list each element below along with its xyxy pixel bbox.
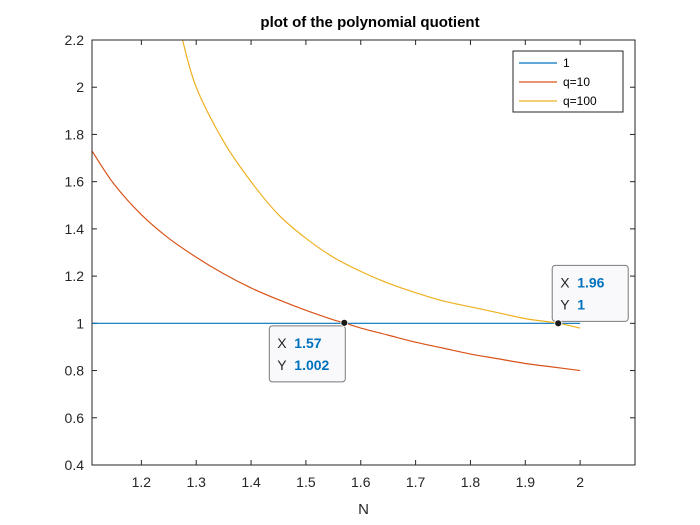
y-axis-ticks: 0.4 0.6 0.8 1 1.2 1.4 1.6 1.8 2 2.2 [65,32,635,473]
y-tick-label: 1.2 [65,268,85,284]
x-axis-ticks: 1.2 1.3 1.4 1.5 1.6 1.7 1.8 1.9 2 [132,40,584,490]
datatip-marker[interactable] [554,319,563,328]
y-tick-label: 1 [76,315,84,331]
y-tick-label: 1.4 [65,221,85,237]
y-tick-label: 0.4 [65,457,85,473]
y-tick-label: 1.8 [65,126,85,142]
plot-frame [91,39,636,466]
legend-label: q=10 [563,75,590,89]
datatip-x-value: 1.57 [294,335,321,351]
x-tick-label: 2 [576,474,584,490]
datatip-box [268,325,346,383]
y-tick-label: 2.2 [65,32,85,48]
datatip[interactable]: X 1.96 Y 1 [551,264,629,328]
x-tick-label: 1.9 [516,474,536,490]
datatip-marker[interactable] [340,318,349,327]
y-tick-label: 2 [76,79,84,95]
datatip-y-value: 1.002 [294,357,329,373]
x-tick-label: 1.6 [351,474,371,490]
x-tick-label: 1.8 [461,474,481,490]
legend[interactable]: 1 q=10 q=100 [512,50,624,113]
datatip-x-label: X [277,335,287,351]
series-line-1 [91,150,581,372]
x-tick-label: 1.4 [241,474,261,490]
datatip-x-label: X [560,274,570,290]
x-axis-title: N [358,501,369,518]
chart-title: plot of the polynomial quotient [260,14,479,31]
datatip-x-value: 1.96 [577,274,604,290]
series-lines [91,39,581,372]
y-tick-label: 0.6 [65,410,85,426]
datatip[interactable]: X 1.57 Y 1.002 [268,318,349,383]
datatip-box [551,264,629,322]
datatip-y-label: Y [560,296,570,312]
datatip-y-value: 1 [577,296,585,312]
datatip-y-label: Y [277,357,287,373]
series-line-2 [181,39,581,329]
y-tick-label: 0.8 [65,363,85,379]
x-tick-label: 1.7 [406,474,426,490]
legend-label: 1 [563,56,570,70]
x-tick-label: 1.2 [132,474,152,490]
x-tick-label: 1.5 [296,474,316,490]
legend-label: q=100 [563,94,597,108]
y-tick-label: 1.6 [65,174,85,190]
x-tick-label: 1.3 [186,474,206,490]
